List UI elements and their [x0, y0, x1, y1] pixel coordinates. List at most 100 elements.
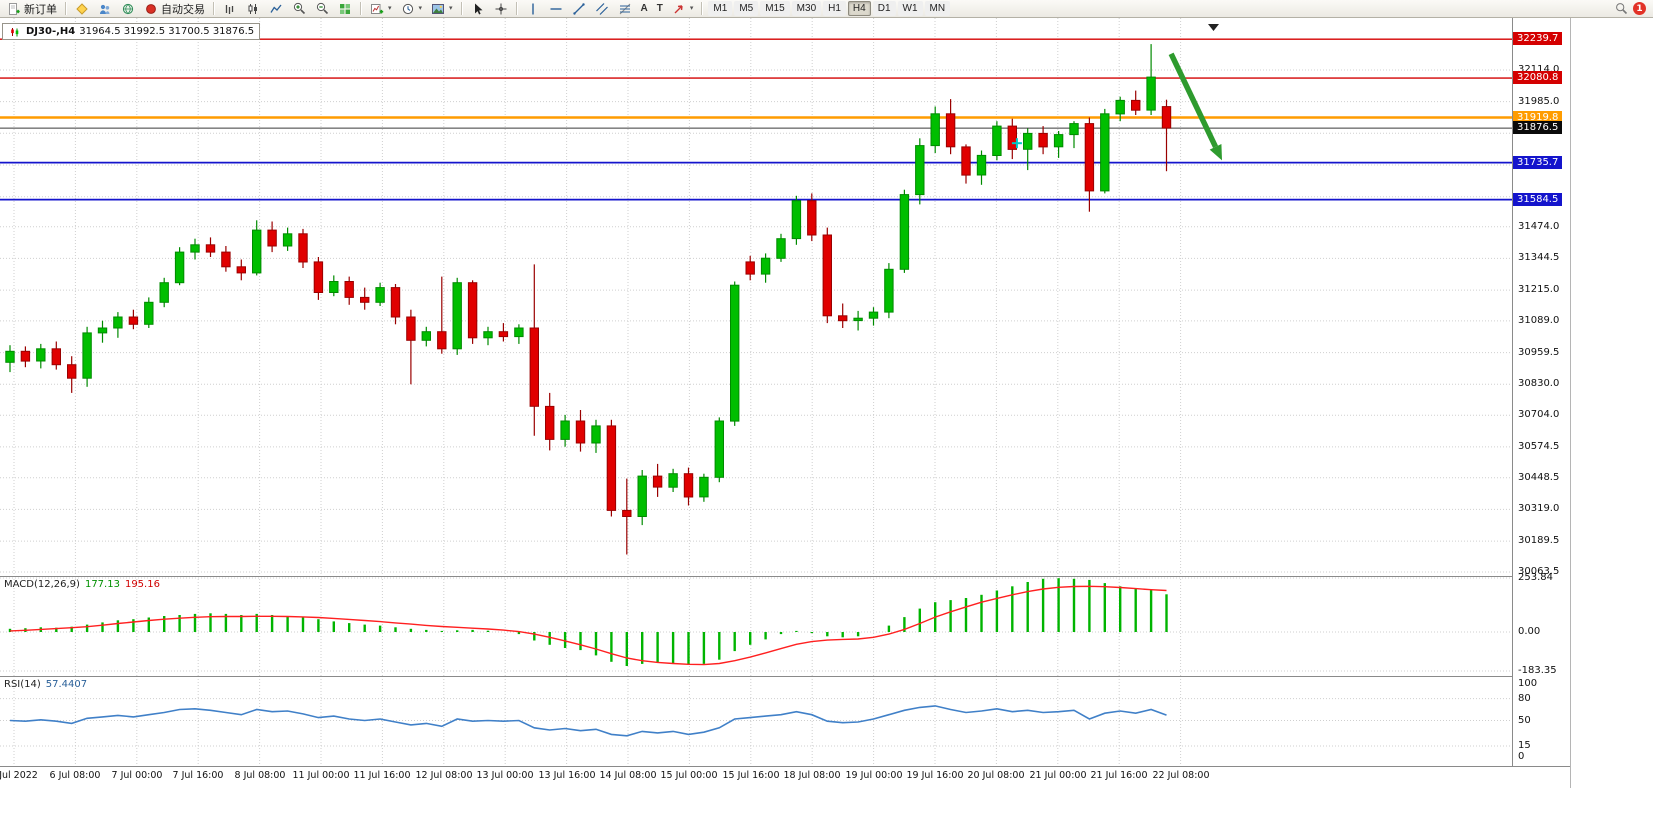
toolbar-separator [701, 2, 704, 15]
time-axis-label: 14 Jul 08:00 [599, 770, 657, 781]
candle [1038, 126, 1048, 155]
candle [699, 473, 709, 502]
price-line-label: 32239.7 [1513, 32, 1563, 45]
price-line-label: 31735.7 [1513, 156, 1563, 169]
candle [390, 284, 401, 325]
cursor-icon [471, 2, 485, 15]
timeframe-button-M15[interactable]: M15 [760, 1, 790, 16]
accounts-icon [98, 2, 112, 15]
timeframe-button-H1[interactable]: H1 [823, 1, 846, 16]
panel-separator[interactable] [0, 576, 1570, 577]
candle [113, 312, 123, 338]
label-button[interactable]: T [653, 1, 667, 17]
new-order-button[interactable]: 新订单 [3, 1, 61, 17]
candle [945, 99, 956, 155]
price-tick-label: 31089.0 [1518, 315, 1560, 326]
rsi-line [9, 705, 1167, 737]
timeframe-button-W1[interactable]: W1 [897, 1, 923, 16]
autotrading-button[interactable]: 自动交易 [140, 1, 209, 17]
candle [1131, 90, 1141, 115]
candle [236, 259, 247, 281]
channel-icon [595, 2, 609, 15]
web-button[interactable] [117, 1, 139, 17]
candle [267, 221, 277, 253]
trendline-icon [572, 2, 586, 15]
candle [205, 237, 216, 257]
candle [483, 326, 493, 346]
toolbar: 新订单 自动交易 [0, 0, 1653, 18]
timeframe-button-M30[interactable]: M30 [791, 1, 822, 16]
chevron-down-icon: ▾ [449, 5, 453, 12]
toolbar-separator [65, 2, 67, 15]
vertical-line-icon [526, 2, 540, 15]
time-axis-label: 7 Jul 16:00 [172, 770, 224, 781]
timeframe-button-H4[interactable]: H4 [847, 1, 871, 16]
zoom-out-button[interactable] [311, 1, 333, 17]
vertical-line-button[interactable] [522, 1, 544, 17]
periods-button[interactable]: ▾ [397, 1, 427, 17]
candle [174, 247, 185, 286]
price-tick-label: 30063.5 [1518, 566, 1560, 577]
indicators-button[interactable]: ▾ [366, 1, 396, 17]
bar-chart-button[interactable] [219, 1, 241, 17]
panel-separator[interactable] [0, 676, 1570, 677]
line-chart-button[interactable] [265, 1, 287, 17]
cursor-button[interactable] [467, 1, 489, 17]
candle [560, 414, 570, 447]
rsi-indicator-panel[interactable] [0, 676, 1512, 766]
chevron-down-icon: ▾ [418, 5, 423, 12]
price-line-label: 31919.8 [1513, 111, 1563, 124]
candle [575, 410, 586, 452]
chevron-down-icon: ▾ [689, 5, 694, 12]
chart-title-tab[interactable]: DJ30-,H4 31964.5 31992.5 31700.5 31876.5 [2, 23, 261, 40]
candle [5, 345, 15, 373]
zoom-in-button[interactable] [288, 1, 310, 17]
arrows-button[interactable]: ▾ [668, 1, 698, 17]
time-axis[interactable]: 5 Jul 2022 6 Jul 08:00 7 Jul 00:00 7 Jul 16… [0, 766, 1570, 791]
autotrading-icon [144, 2, 158, 15]
horizontal-line-icon [549, 2, 563, 15]
indicators-icon [370, 2, 384, 15]
chart-ohlc-readout: 31964.5 31992.5 31700.5 31876.5 [79, 26, 255, 37]
price-axis[interactable]: 32114.0 31985.0 31474.0 31344.5 31215.0 31089… [1512, 18, 1653, 788]
candle [1007, 118, 1017, 160]
candle [591, 419, 601, 453]
timeframe-button-M1[interactable]: M1 [708, 1, 733, 16]
toolbar-separator [213, 2, 215, 15]
trendline-button[interactable] [568, 1, 590, 17]
toolbar-separator [460, 2, 463, 15]
chart-shift-marker[interactable] [1208, 24, 1219, 31]
price-tick-label: 31474.0 [1518, 221, 1560, 232]
channel-button[interactable] [591, 1, 613, 17]
macd-indicator-panel[interactable] [0, 576, 1512, 676]
fibonacci-button[interactable] [614, 1, 636, 17]
timeframe-button-D1[interactable]: D1 [872, 1, 896, 16]
notification-badge[interactable]: 1 [1633, 2, 1646, 15]
main-price-chart[interactable] [0, 18, 1512, 576]
accounts-button[interactable] [94, 1, 116, 17]
search-icon[interactable] [1614, 2, 1628, 15]
candlestick-chart-button[interactable] [242, 1, 264, 17]
chevron-down-icon: ▾ [388, 5, 392, 12]
candle [961, 144, 971, 184]
trend-arrow[interactable] [1168, 52, 1223, 161]
templates-button[interactable]: ▾ [427, 1, 457, 17]
cyan-cross-marker[interactable] [1011, 138, 1022, 149]
candle [1161, 99, 1172, 172]
candle [437, 276, 447, 354]
candle [992, 121, 1002, 161]
timeframe-button-MN[interactable]: MN [924, 1, 951, 16]
timeframe-button-M5[interactable]: M5 [734, 1, 759, 16]
text-button[interactable]: A [637, 1, 652, 17]
horizontal-line-button[interactable] [545, 1, 567, 17]
candle [36, 343, 46, 369]
new-order-label: 新订单 [24, 3, 57, 16]
metaeditor-button[interactable] [71, 1, 93, 17]
candle [745, 255, 755, 281]
candle [884, 263, 894, 319]
candle [899, 189, 910, 273]
clock-icon [401, 2, 415, 15]
crosshair-button[interactable] [490, 1, 512, 17]
tile-windows-button[interactable] [334, 1, 356, 17]
arrow-icon [672, 2, 686, 15]
